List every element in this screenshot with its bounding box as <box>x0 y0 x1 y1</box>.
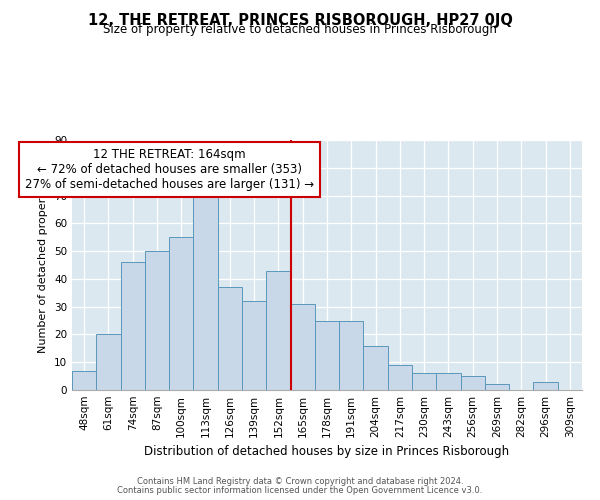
Bar <box>242 301 266 390</box>
Text: 12 THE RETREAT: 164sqm
← 72% of detached houses are smaller (353)
27% of semi-de: 12 THE RETREAT: 164sqm ← 72% of detached… <box>25 148 314 192</box>
Bar <box>315 320 339 390</box>
Bar <box>72 370 96 390</box>
Y-axis label: Number of detached properties: Number of detached properties <box>38 178 49 352</box>
Bar <box>193 184 218 390</box>
Bar <box>121 262 145 390</box>
Bar <box>436 374 461 390</box>
Text: Contains public sector information licensed under the Open Government Licence v3: Contains public sector information licen… <box>118 486 482 495</box>
Bar <box>364 346 388 390</box>
Bar <box>533 382 558 390</box>
Bar <box>485 384 509 390</box>
Bar <box>169 237 193 390</box>
Bar <box>412 374 436 390</box>
Bar <box>290 304 315 390</box>
Text: Size of property relative to detached houses in Princes Risborough: Size of property relative to detached ho… <box>103 22 497 36</box>
Bar <box>96 334 121 390</box>
Bar <box>461 376 485 390</box>
Bar <box>266 270 290 390</box>
Bar <box>145 251 169 390</box>
X-axis label: Distribution of detached houses by size in Princes Risborough: Distribution of detached houses by size … <box>145 446 509 458</box>
Bar <box>218 287 242 390</box>
Text: 12, THE RETREAT, PRINCES RISBOROUGH, HP27 0JQ: 12, THE RETREAT, PRINCES RISBOROUGH, HP2… <box>88 12 512 28</box>
Bar <box>388 365 412 390</box>
Bar <box>339 320 364 390</box>
Text: Contains HM Land Registry data © Crown copyright and database right 2024.: Contains HM Land Registry data © Crown c… <box>137 477 463 486</box>
